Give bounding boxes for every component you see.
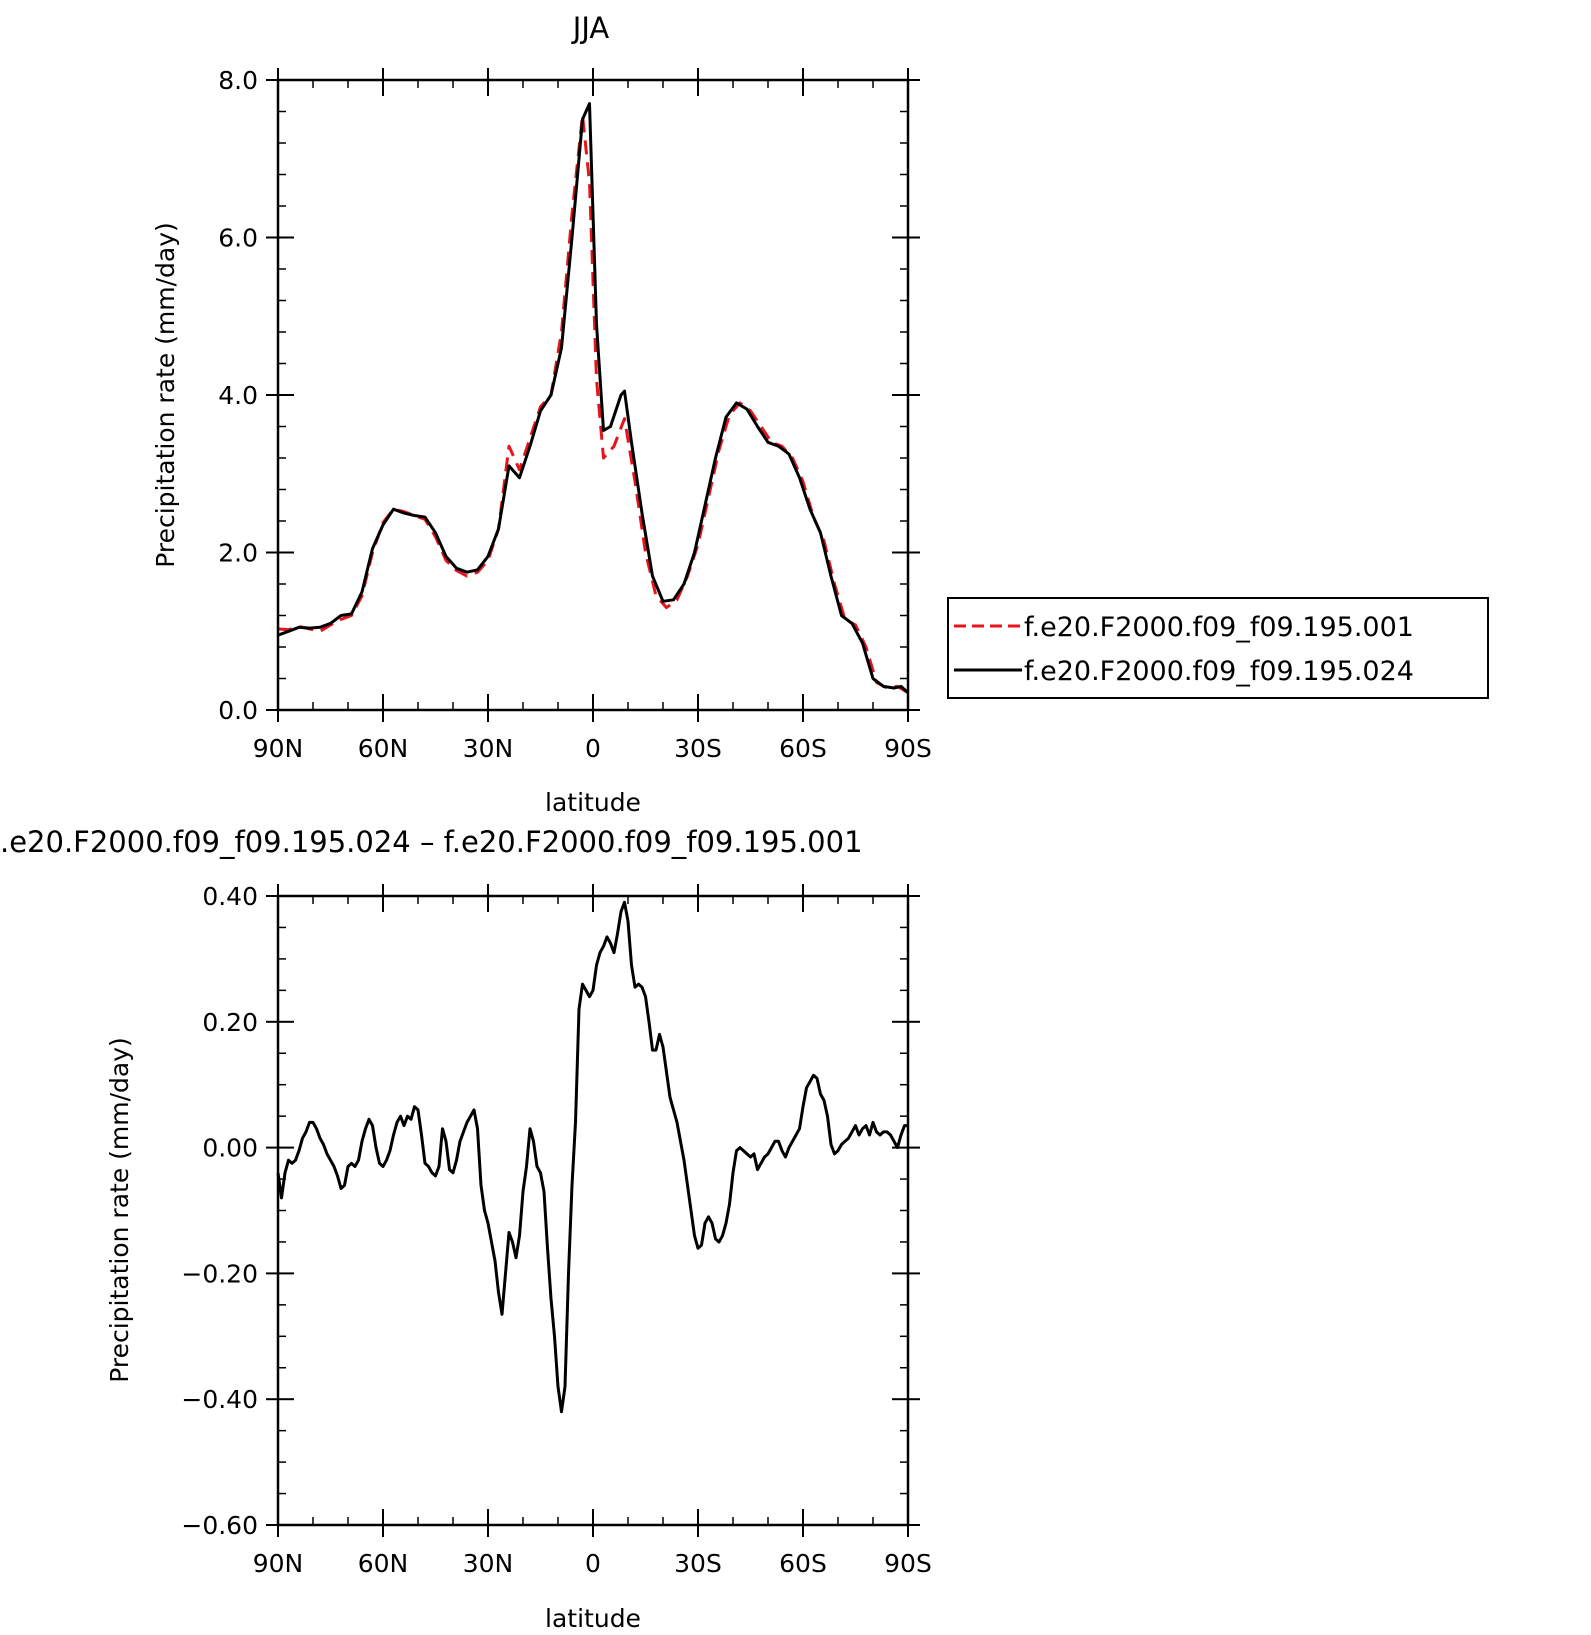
y-tick-label: 8.0	[218, 66, 258, 95]
x-tick-label: 90S	[884, 1549, 932, 1578]
x-tick-label: 60S	[779, 1549, 827, 1578]
x-axis-label: latitude	[545, 1604, 641, 1633]
x-ticks: 90N 60N 30N 0 30S 60S 90S	[253, 68, 932, 763]
x-tick-label: 0	[585, 734, 601, 763]
y-tick-label: 0.0	[218, 696, 258, 725]
x-axis-label: latitude	[545, 788, 641, 817]
chart-title: .e20.F2000.f09_f09.195.024 – f.e20.F2000…	[0, 825, 863, 859]
series-lines	[276, 900, 908, 1414]
legend-box	[947, 597, 1489, 699]
y-tick-label: 0.40	[202, 882, 258, 911]
climatology-chart: JJA 0.02.04.06.08.0 90N 60N 30N 0 30S 60S 90S …	[151, 11, 1489, 817]
x-tick-label: 90S	[884, 734, 932, 763]
y-axis-label: Precipitation rate (mm/day)	[151, 222, 180, 568]
x-tick-label: 30S	[674, 734, 722, 763]
y-axis-label: Precipitation rate (mm/day)	[105, 1037, 134, 1383]
legend-label: f.e20.F2000.f09_f09.195.001	[1024, 612, 1414, 643]
y-ticks: −0.60 −0.40 −0.20 0.00 0.20 0.40	[181, 882, 920, 1540]
series-line-2	[277, 102, 910, 694]
x-ticks: 90N 60N 30N 0 30S 60S 90S	[253, 884, 932, 1578]
series-lines	[277, 102, 910, 694]
legend: f.e20.F2000.f09_f09.195.001 f.e20.F2000.…	[947, 597, 1489, 699]
plot-frame	[276, 78, 910, 712]
x-tick-label: 30S	[674, 1549, 722, 1578]
x-tick-label: 0	[585, 1549, 601, 1578]
y-tick-label: 0.20	[202, 1008, 258, 1037]
x-tick-label: 60S	[779, 734, 827, 763]
chart-title: JJA	[571, 11, 610, 45]
x-tick-label: 90N	[253, 734, 304, 763]
difference-chart: .e20.F2000.f09_f09.195.024 – f.e20.F2000…	[0, 825, 932, 1633]
plot-frame	[276, 894, 910, 1527]
y-tick-label: 6.0	[218, 224, 258, 253]
series-line-1	[276, 900, 908, 1414]
x-tick-label: 60N	[358, 1549, 409, 1578]
x-tick-label: 60N	[358, 734, 409, 763]
y-tick-label: 4.0	[218, 381, 258, 410]
y-tick-label: −0.20	[181, 1259, 258, 1288]
y-ticks: 0.0 2.0 4.0 6.0 8.0	[218, 66, 920, 725]
x-tick-label: 90N	[253, 1549, 304, 1578]
y-tick-label: 0.00	[202, 1134, 258, 1163]
y-tick-label: −0.40	[181, 1385, 258, 1414]
legend-label: f.e20.F2000.f09_f09.195.024	[1024, 656, 1414, 687]
y-tick-label: 2.0	[218, 539, 258, 568]
y-tick-label: −0.60	[181, 1511, 258, 1540]
x-tick-label: 30N	[463, 1549, 514, 1578]
x-tick-label: 30N	[463, 734, 514, 763]
